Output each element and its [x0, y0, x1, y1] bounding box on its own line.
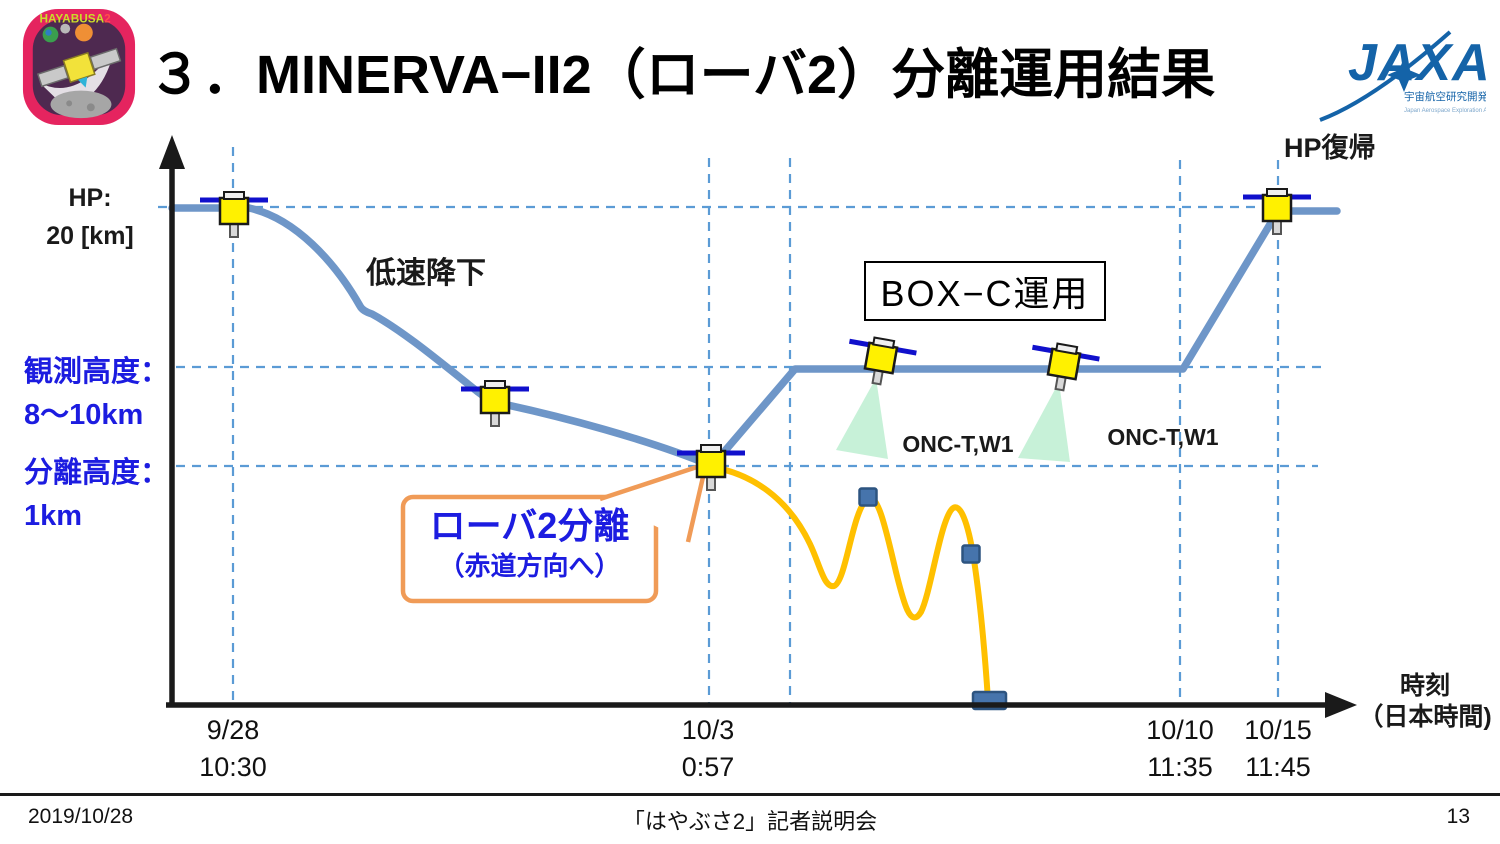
badge-solar-panel: [36, 64, 69, 88]
asteroid-icon: [50, 90, 112, 119]
separation-altitude-line1: 分離高度：: [24, 457, 170, 489]
jaxa-star-icon: [1387, 58, 1421, 92]
hp-return-label: HP復帰: [1284, 133, 1376, 163]
badge-spacecraft-body: [62, 51, 96, 84]
jaxa-swoosh: [1319, 30, 1452, 122]
page-number: 13: [1446, 805, 1470, 828]
jaxa-wordmark: JAXA: [1348, 34, 1486, 92]
x-tick-date: 10/15: [1244, 715, 1312, 745]
separation-altitude-label: 分離高度： 1km: [24, 452, 194, 538]
x-axis-title-line1: 時刻: [1399, 672, 1450, 700]
x-axis-title: 時刻 （日本時間): [1347, 671, 1500, 733]
rover-position-marker-2: [961, 544, 981, 564]
rover-separation-callout-text: ローバ2分離 （赤道方向へ）: [403, 503, 656, 583]
rover-separation-callout-box: [400, 494, 659, 604]
x-tick-10-10: 10/10 11:35: [1110, 712, 1250, 786]
rover-trajectory-line: [709, 464, 991, 703]
x-axis-title-line2: （日本時間): [1358, 703, 1492, 731]
asteroid-crater: [66, 100, 73, 107]
badge-title-text: HAYABUSA2: [39, 12, 111, 26]
earth-ocean: [45, 29, 52, 36]
x-tick-time: 0:57: [681, 752, 735, 782]
x-tick-time: 10:30: [199, 752, 267, 782]
x-tick-date: 10/10: [1146, 715, 1214, 745]
spacecraft-icon-descent: [461, 381, 529, 426]
hp-altitude-line2: 20 [km]: [46, 222, 134, 250]
dashed-gridlines: [158, 147, 1327, 703]
camera-fov-cone-2: [1018, 382, 1070, 462]
badge-solar-panel: [89, 47, 122, 71]
observation-altitude-line2: 8～10km: [24, 399, 144, 431]
x-tick-date: 10/3: [681, 715, 735, 745]
separation-altitude-line2: 1km: [24, 500, 83, 532]
footer-date: 2019/10/28: [28, 805, 134, 828]
x-tick-time: 11:45: [1245, 752, 1311, 782]
x-tick-10-3: 10/3 0:57: [638, 712, 778, 786]
badge-engine-cone: [77, 76, 88, 88]
hp-altitude-label: HP: 20 [km]: [28, 179, 152, 255]
box-c-operation-label: BOX−C運用: [864, 261, 1106, 321]
rover-position-marker-1: [858, 487, 878, 507]
badge-swoosh: [39, 49, 115, 108]
jaxa-english-name: Japan Aerospace Exploration Agency: [1404, 108, 1486, 114]
callout-line2: （赤道方向へ）: [438, 551, 621, 581]
x-tick-time: 11:35: [1147, 752, 1213, 782]
x-tick-10-15: 10/15 11:45: [1208, 712, 1348, 786]
spacecraft-trajectory-line: [168, 204, 1341, 470]
observation-altitude-label: 観測高度： 8～10km: [24, 351, 194, 437]
callout-line1: ローバ2分離: [429, 505, 630, 546]
camera-fov-cone-1: [836, 378, 888, 459]
onc-camera-label-1: ONC-T,W1: [902, 431, 1014, 457]
footer-event-title: 「はやぶさ2」記者説明会: [622, 809, 878, 834]
jaxa-logo: JAXA 宇宙航空研究開発機構 Japan Aerospace Explorat…: [1319, 30, 1486, 122]
hp-altitude-line1: HP:: [68, 184, 112, 212]
page-title: ３．MINERVA−II2（ローバ2）分離運用結果: [148, 45, 1216, 105]
onc-camera-label-2: ONC-T,W1: [1107, 424, 1219, 450]
badge-spacecraft-icon: [36, 47, 122, 88]
slow-descent-label: 低速降下: [366, 257, 486, 290]
spacecraft-icon-hp-start: [200, 192, 268, 237]
y-axis-arrow-icon: [159, 135, 185, 169]
observation-altitude-line1: 観測高度：: [24, 356, 170, 388]
asteroid-crater: [86, 103, 95, 112]
jaxa-japanese-name: 宇宙航空研究開発機構: [1404, 90, 1486, 103]
sun-icon: [75, 23, 93, 42]
x-tick-9-28: 9/28 10:30: [163, 712, 303, 786]
moon-icon: [60, 23, 71, 34]
footer-divider: [0, 793, 1500, 796]
spacecraft-icon-boxc-1: [843, 333, 918, 389]
x-axis-arrow-icon: [1325, 692, 1357, 718]
hayabusa2-mission-badge: HAYABUSA2: [22, 8, 136, 126]
x-tick-date: 9/28: [206, 715, 260, 745]
